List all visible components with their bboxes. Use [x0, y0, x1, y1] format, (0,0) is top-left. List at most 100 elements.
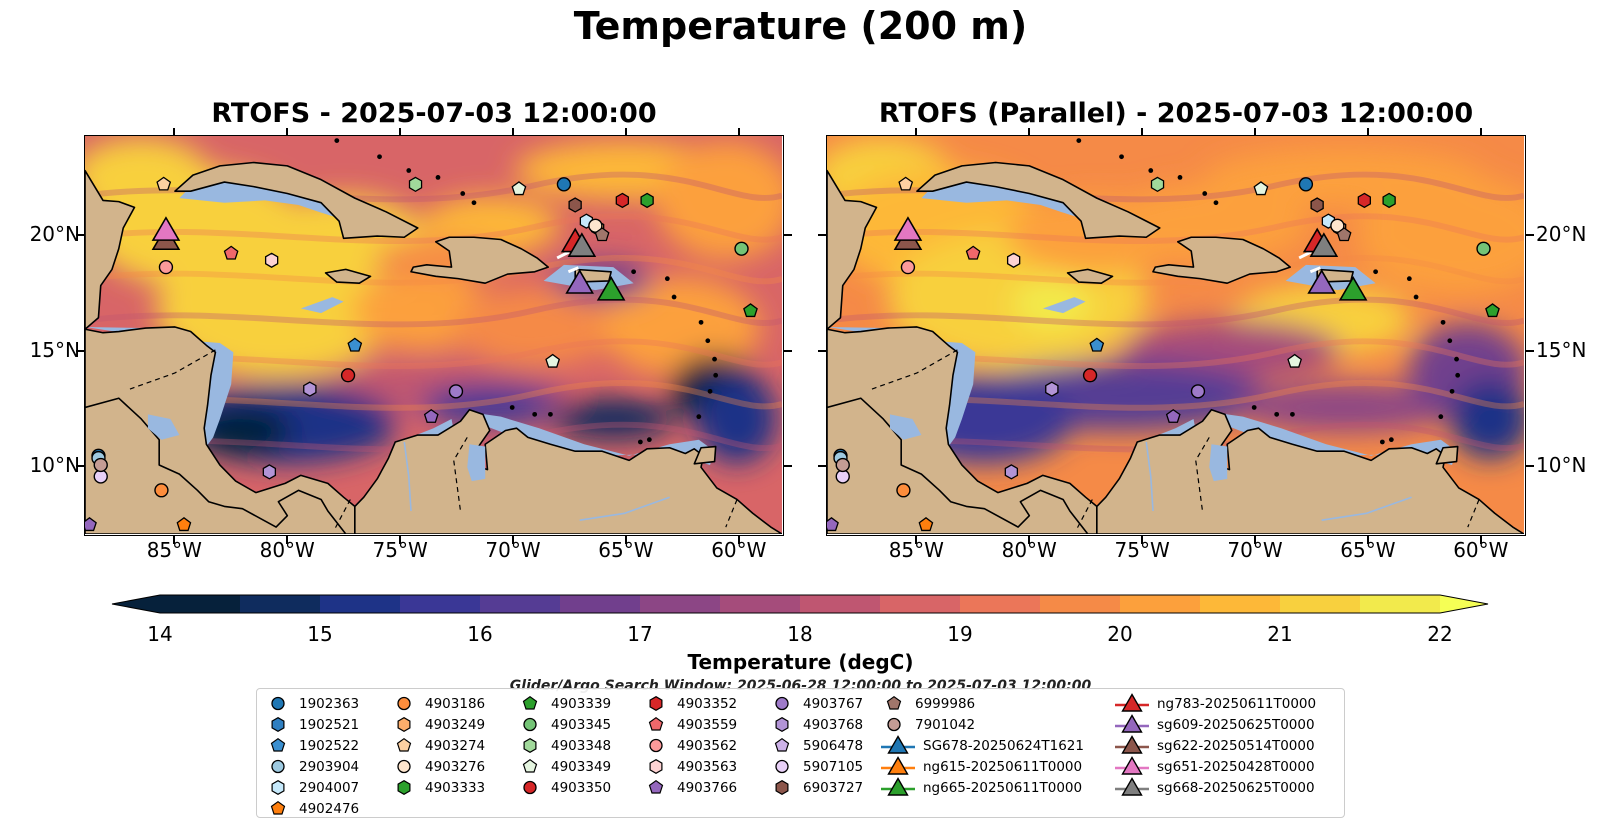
yucatan-land — [827, 169, 878, 331]
legend-label: 4902476 — [299, 800, 360, 817]
colorbar-segment — [160, 595, 241, 613]
marker-4903274 — [898, 176, 914, 191]
island — [377, 154, 382, 160]
marker-4903766 — [827, 517, 839, 532]
marker-4903766 — [1165, 408, 1181, 423]
marker-4903767 — [1190, 384, 1206, 399]
legend-label: 4903276 — [425, 758, 486, 775]
legend-item: 1902522 — [265, 735, 359, 756]
lat-tick-mark — [784, 233, 792, 236]
legend-column: ng783-20250611T0000 sg609-20250625T0000 sg… — [1115, 693, 1316, 798]
marker-4903186 — [896, 483, 911, 498]
colorbar-segment — [400, 595, 481, 613]
lat-tick-mark — [818, 349, 826, 352]
island — [509, 405, 515, 410]
island — [1202, 191, 1208, 196]
legend-item: 4903350 — [517, 777, 611, 798]
marker-4903339 — [743, 303, 758, 318]
legend-label: 4903767 — [803, 695, 864, 712]
island — [705, 338, 711, 344]
legend-label: 4903345 — [551, 716, 612, 733]
lat-tick-mark — [1526, 233, 1534, 236]
hexagon-marker-icon — [775, 717, 789, 732]
pentagon-marker-icon — [270, 800, 286, 815]
map-panel-right[interactable] — [826, 135, 1526, 536]
island — [664, 276, 670, 282]
yucatan-land — [85, 169, 136, 331]
continental-shelf — [179, 177, 349, 222]
marker-ng665-20250611T0000 — [596, 275, 626, 301]
circle-marker-icon — [271, 696, 285, 711]
river — [579, 496, 670, 521]
temperature-map-left — [85, 136, 783, 535]
island — [1438, 414, 1444, 420]
lat-tick-label: 10°N — [1536, 453, 1587, 478]
island — [1413, 294, 1419, 300]
hexagon-marker-icon — [397, 717, 411, 732]
marker-7901042 — [93, 457, 108, 473]
legend-label: 4903766 — [677, 779, 738, 796]
legend-label: 5906478 — [803, 737, 864, 754]
legend-item: 4903345 — [517, 714, 611, 735]
legend-item: 7901042 — [881, 714, 1084, 735]
marker-4903350 — [1082, 368, 1098, 383]
pentagon-marker-icon — [396, 737, 412, 752]
legend-label: 4903333 — [425, 779, 486, 796]
colorbar-segment — [560, 595, 641, 613]
lon-tick-mark — [173, 536, 176, 544]
marker-4903350 — [340, 368, 356, 383]
continental-shelf — [300, 297, 344, 314]
circle-marker-icon — [649, 738, 663, 753]
hexagon-marker-icon — [397, 780, 411, 795]
lon-tick-mark — [286, 536, 289, 544]
legend-item: 4903274 — [391, 735, 485, 756]
colorbar-segment — [960, 595, 1041, 613]
island — [1388, 437, 1394, 443]
marker-4903559 — [223, 245, 239, 260]
circle-marker-icon — [397, 759, 411, 774]
hispaniola-land — [410, 236, 550, 284]
marker-sg651-20250428T0000 — [893, 216, 923, 241]
marker-1902363 — [1298, 177, 1314, 192]
triangle-marker-icon — [1115, 777, 1149, 796]
island — [696, 414, 702, 420]
legend-item: 6903727 — [769, 777, 863, 798]
legend-item: 4903339 — [517, 693, 611, 714]
marker-6903727 — [1310, 197, 1324, 213]
panel-title-right: RTOFS (Parallel) - 2025-07-03 12:00:00 — [878, 98, 1474, 129]
marker-4903768 — [1045, 381, 1059, 397]
legend-column: 1902363 1902521 1902522 2903904 2904007 49024… — [265, 693, 359, 819]
lat-tick-mark — [1526, 349, 1534, 352]
island — [698, 319, 704, 325]
circle-marker-icon — [775, 759, 789, 774]
map-panel-left[interactable] — [84, 135, 784, 536]
colorbar-segment — [320, 595, 401, 613]
legend-label: 4903348 — [551, 737, 612, 754]
lon-tick-mark — [624, 128, 627, 136]
glider-track — [1298, 250, 1321, 274]
lat-tick-label: 15°N — [29, 337, 80, 362]
legend-label: 4903349 — [551, 758, 612, 775]
marker-4903768 — [303, 381, 317, 397]
legend-item: sg668-20250625T0000 — [1115, 777, 1316, 798]
legend-item: 4903349 — [517, 756, 611, 777]
colorbar — [111, 594, 1489, 614]
marker-6999986 — [1336, 227, 1352, 242]
legend-item: sg622-20250514T0000 — [1115, 735, 1316, 756]
pentagon-marker-icon — [774, 737, 790, 752]
marker-sg609-20250625T0000 — [1307, 269, 1336, 294]
temperature-blob — [601, 277, 761, 377]
legend-column: 6999986 7901042 SG678-20250624T1621 ng615-2… — [881, 693, 1084, 798]
legend-label: 5907105 — [803, 758, 864, 775]
marker-4903563 — [264, 252, 279, 268]
circle-marker-icon — [397, 696, 411, 711]
glider-track — [556, 250, 579, 274]
island — [548, 411, 553, 417]
lat-tick-mark — [784, 349, 792, 352]
south-america-land — [354, 408, 783, 535]
island — [713, 372, 719, 378]
marker-4903186 — [154, 483, 169, 498]
island — [1148, 168, 1154, 173]
lon-tick-mark — [737, 536, 740, 544]
marker-4903339 — [1485, 303, 1500, 318]
